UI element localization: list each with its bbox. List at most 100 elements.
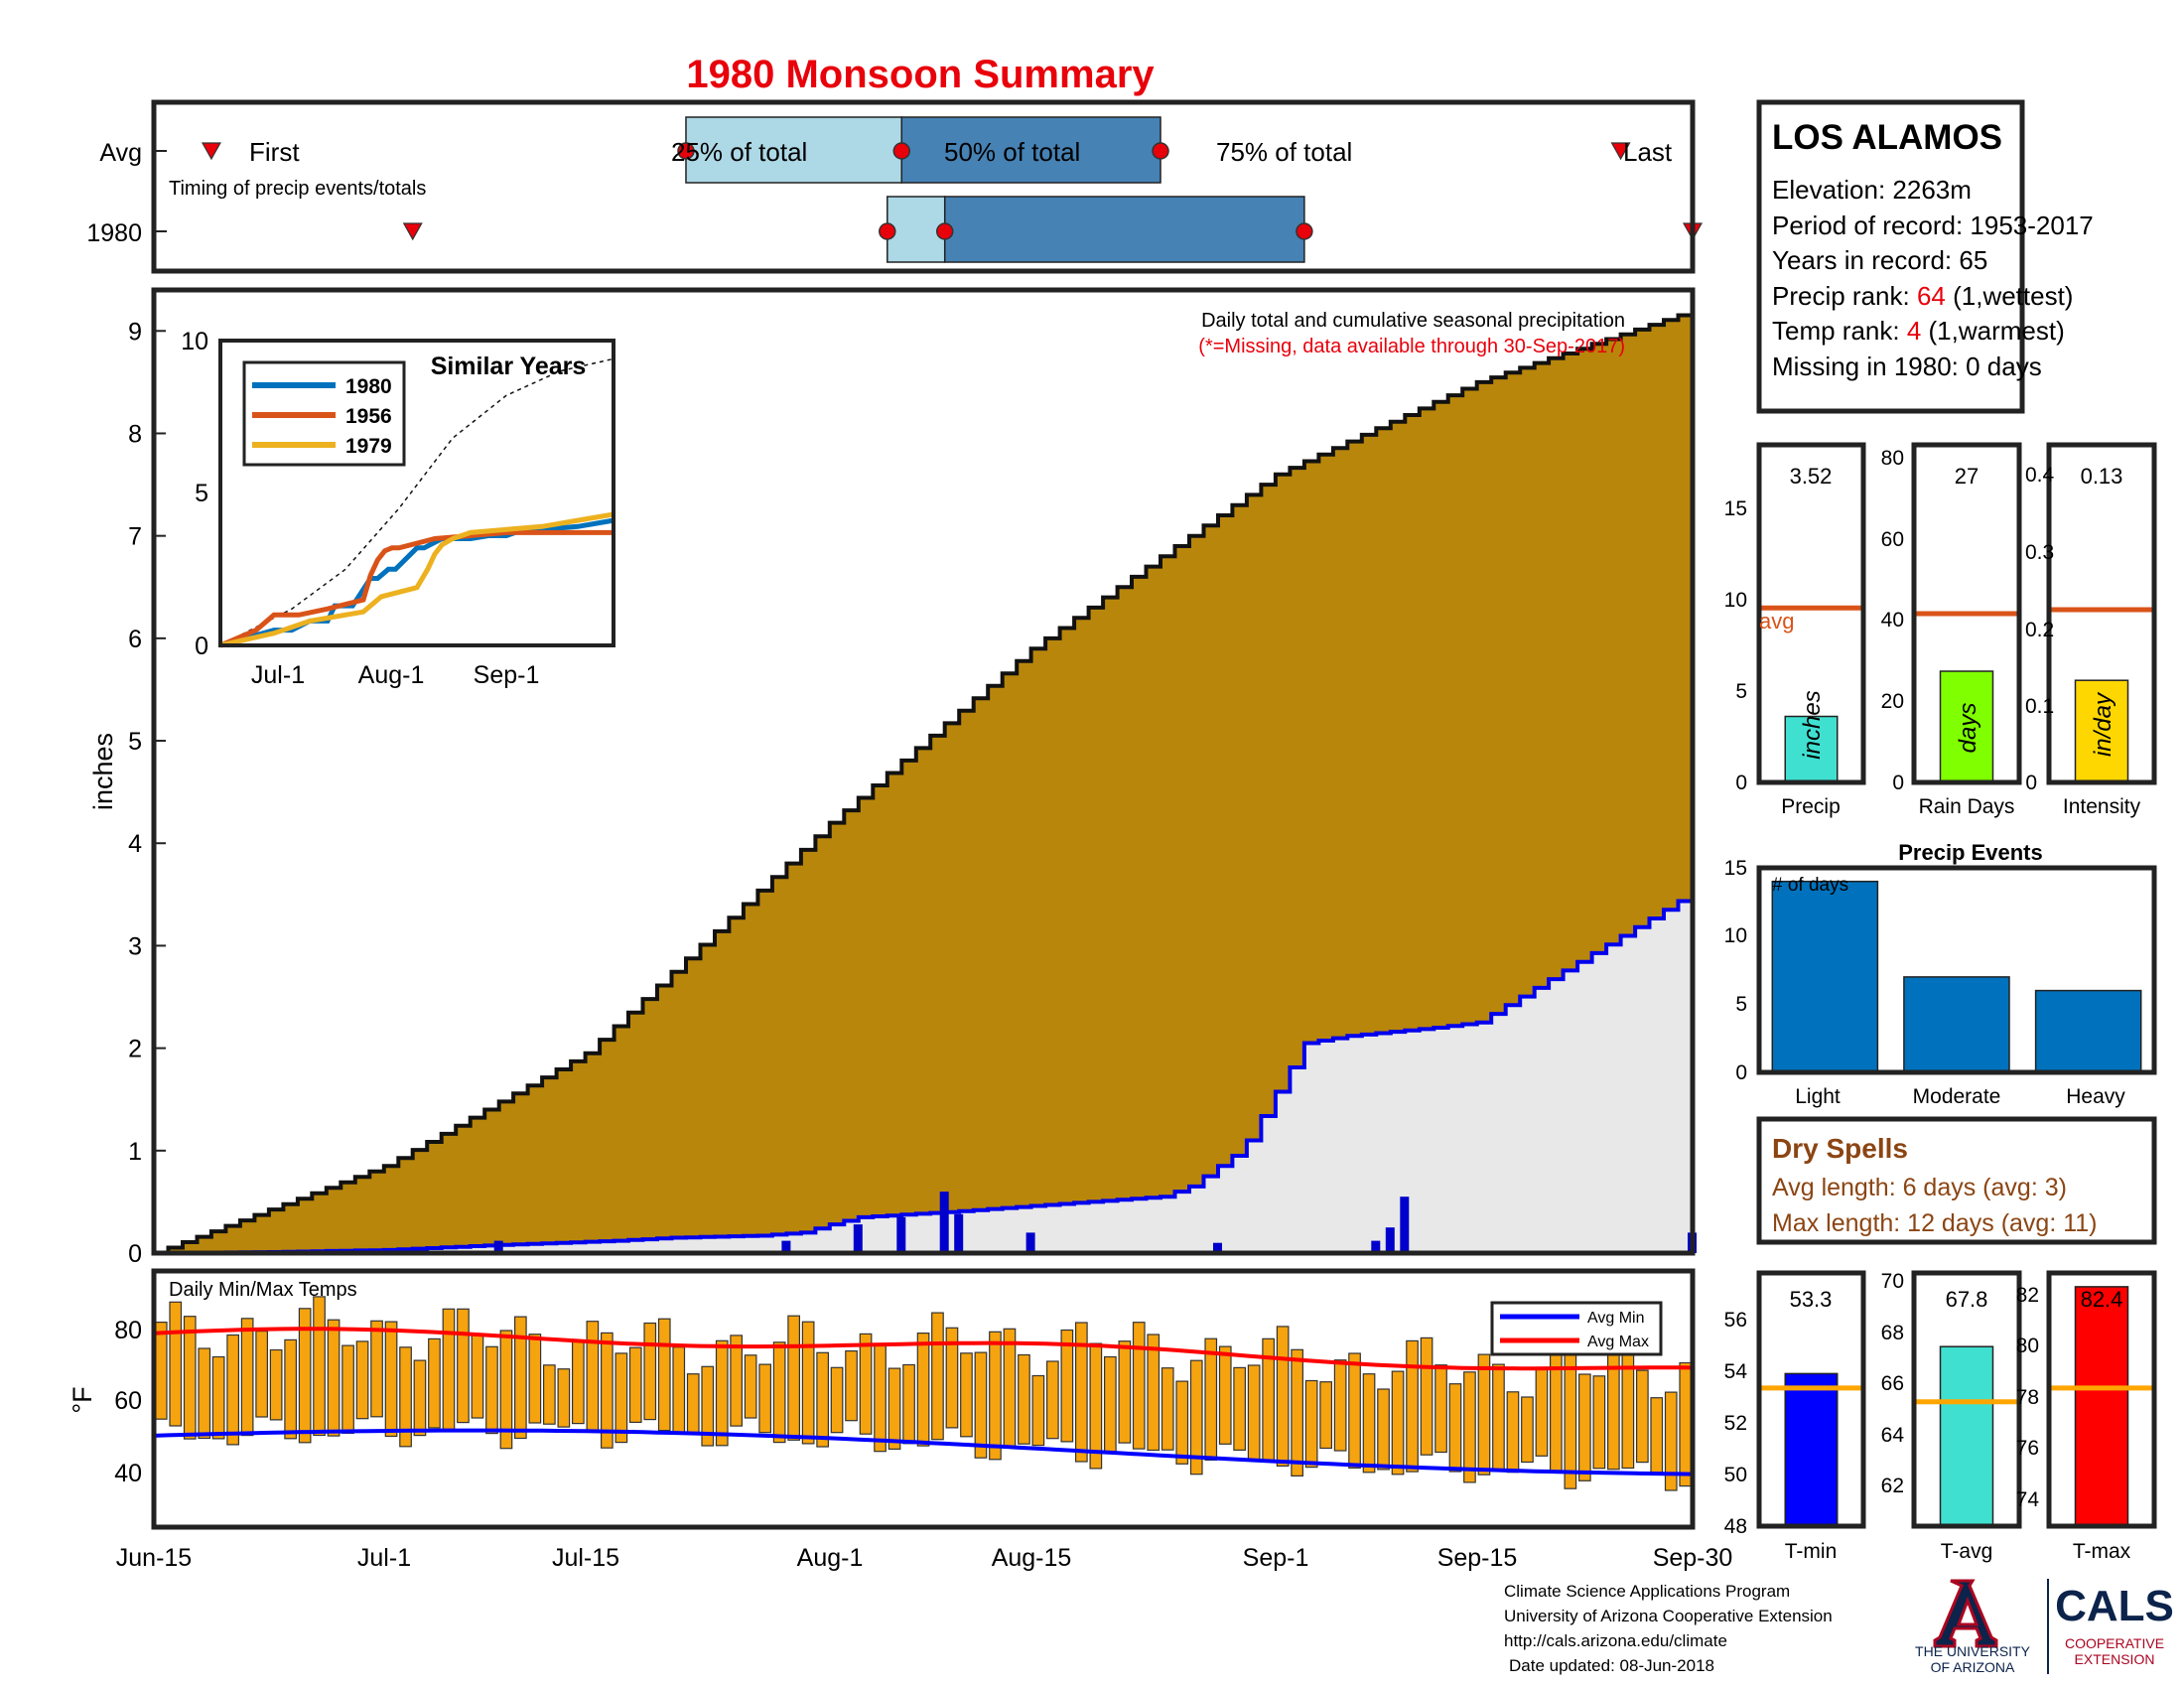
daily-temp-bar xyxy=(457,1308,470,1424)
daily-temp-bar xyxy=(226,1334,239,1446)
tmax-ytick-78: 78 xyxy=(2016,1386,2039,1409)
daily-temp-bar xyxy=(1549,1342,1563,1474)
daily-temp-bar xyxy=(1391,1370,1405,1476)
daily-temp-bar xyxy=(485,1345,498,1435)
daily-temp-bar xyxy=(586,1321,600,1433)
timing-row-avg: Avg xyxy=(99,139,142,167)
daily-temp-bar xyxy=(1535,1368,1549,1457)
temps-legend-box xyxy=(1490,1301,1663,1356)
avg-cumulative-area xyxy=(154,310,1693,1254)
timing-row-year: 1980 xyxy=(86,219,142,247)
daily-temp-bar xyxy=(1160,1367,1174,1451)
intensity-value: 0.13 xyxy=(2081,464,2123,489)
tmax-frame xyxy=(2046,1270,2157,1529)
daily-precip-bar xyxy=(1213,1242,1222,1253)
main-ylabel: inches xyxy=(88,733,118,810)
daily-temp-bar xyxy=(341,1344,354,1434)
tmax-ytick-74: 74 xyxy=(2016,1488,2040,1511)
events-bar-heavy xyxy=(2034,989,2142,1073)
daily-temp-bar xyxy=(672,1346,686,1434)
daily-temp-bar xyxy=(1291,1348,1304,1477)
temps-title: Daily Min/Max Temps xyxy=(169,1279,357,1301)
precip-ytick-10: 10 xyxy=(1724,589,1747,612)
temps-plot-area xyxy=(153,1296,1694,1491)
daily-temp-bar xyxy=(1664,1391,1678,1491)
daily-temp-bar xyxy=(183,1316,197,1440)
daily-temp-bar xyxy=(715,1339,729,1447)
daily-precip-bar xyxy=(1371,1240,1381,1253)
avg-p25-marker xyxy=(677,142,695,160)
daily-temp-bar xyxy=(1434,1364,1447,1454)
daily-temp-bar xyxy=(1103,1355,1117,1454)
intensity-ytick-01: 0.1 xyxy=(2025,695,2054,718)
daily-temp-bar xyxy=(643,1322,657,1421)
daily-temp-bar xyxy=(874,1344,887,1453)
daily-temp-bar xyxy=(1679,1361,1693,1487)
inset-xtick-aug: Aug-1 xyxy=(358,661,425,689)
daily-temp-bar xyxy=(772,1341,786,1444)
tavg-ytick-62: 62 xyxy=(1881,1475,1904,1497)
temps-frame xyxy=(151,1268,1696,1530)
tmin-bar-area xyxy=(1759,1372,1863,1527)
university-logo: THE UNIVERSITY OF ARIZONA CALS COOPERATI… xyxy=(1915,1579,2174,1675)
main-ytick-label: 9 xyxy=(128,318,142,346)
raindays-ytick-0: 0 xyxy=(1892,772,1904,794)
intensity-bar xyxy=(2074,679,2129,783)
precip-ytick-15: 15 xyxy=(1724,497,1747,520)
daily-temp-bar xyxy=(1204,1337,1218,1461)
temps-legend: Avg Min Avg Max xyxy=(1490,1301,1663,1356)
precip-events-chart: Precip Events # of days 0 5 10 15 Light … xyxy=(1724,840,2157,1108)
ua-line1: THE UNIVERSITY xyxy=(1915,1643,2031,1659)
dry-title: Dry Spells xyxy=(1772,1133,1908,1164)
daily-temp-bar xyxy=(355,1340,369,1420)
inset-series-1979 xyxy=(219,511,614,648)
year-p75-marker xyxy=(1296,222,1313,240)
daily-temp-bar xyxy=(1621,1345,1635,1470)
daily-temp-bar xyxy=(327,1319,341,1437)
daily-temp-bar xyxy=(1506,1391,1520,1474)
tmin-ytick-56: 56 xyxy=(1724,1309,1747,1332)
daily-temp-bar xyxy=(1031,1374,1045,1447)
tmin-chart: 53.3 T-min 48 50 52 54 56 xyxy=(1724,1270,1866,1563)
intensity-ytick-02: 0.2 xyxy=(2025,619,2054,641)
tmax-label: T-max xyxy=(2073,1540,2131,1563)
daily-temp-bar xyxy=(1003,1328,1017,1448)
tmax-bar-area xyxy=(2049,1286,2154,1527)
raindays-ytick-60: 60 xyxy=(1881,528,1904,551)
intensity-ytick-03: 0.3 xyxy=(2025,541,2054,564)
tavg-frame xyxy=(1911,1270,2022,1529)
inset-plot-area xyxy=(219,357,614,648)
daily-precip-bar xyxy=(1385,1227,1395,1253)
dry-spells: Dry Spells Avg length: 6 days (avg: 3) M… xyxy=(1756,1116,2157,1245)
daily-temp-bar xyxy=(1189,1359,1203,1476)
daily-precip-bar xyxy=(493,1240,503,1253)
daily-temp-bar xyxy=(974,1351,988,1459)
date-axis: Jun-15 Jul-1 Jul-15 Aug-1 Aug-15 Sep-1 S… xyxy=(116,1544,1733,1572)
dry-avg: Avg length: 6 days (avg: 3) xyxy=(1772,1174,2067,1201)
temps-ytick-60: 60 xyxy=(114,1387,142,1415)
tavg-ytick-66: 66 xyxy=(1881,1372,1904,1395)
daily-temp-bar xyxy=(542,1364,556,1425)
raindays-label: Rain Days xyxy=(1919,795,2015,818)
daily-temp-bar xyxy=(887,1367,901,1450)
daily-temp-bar xyxy=(1074,1322,1088,1463)
raindays-ytick-40: 40 xyxy=(1881,609,1904,632)
daily-temp-bar xyxy=(240,1318,254,1437)
precip-ytick-5: 5 xyxy=(1735,680,1747,703)
tavg-value: 67.8 xyxy=(1946,1287,1988,1312)
daily-temp-bar xyxy=(931,1312,944,1441)
inset-frame xyxy=(218,339,615,647)
timing-marks xyxy=(201,116,1704,263)
tmin-bar xyxy=(1784,1372,1839,1527)
daily-temp-bar xyxy=(989,1331,1002,1461)
intensity-ytick-04: 0.4 xyxy=(2025,464,2055,487)
main-chart: 0 1 2 3 4 5 6 7 8 9 inches Daily total and cumula… xyxy=(88,287,1697,1268)
daily-precip-bar xyxy=(939,1192,949,1253)
precip-value: 3.52 xyxy=(1790,464,1833,489)
station-missing: Missing in 1980: 0 days xyxy=(1772,352,2042,381)
daily-temp-bar xyxy=(1420,1336,1433,1456)
daily-temp-bar xyxy=(298,1308,312,1444)
main-ytick-label: 1 xyxy=(128,1138,142,1166)
daily-temp-bar xyxy=(1362,1373,1376,1474)
daily-temp-bar xyxy=(628,1346,642,1423)
